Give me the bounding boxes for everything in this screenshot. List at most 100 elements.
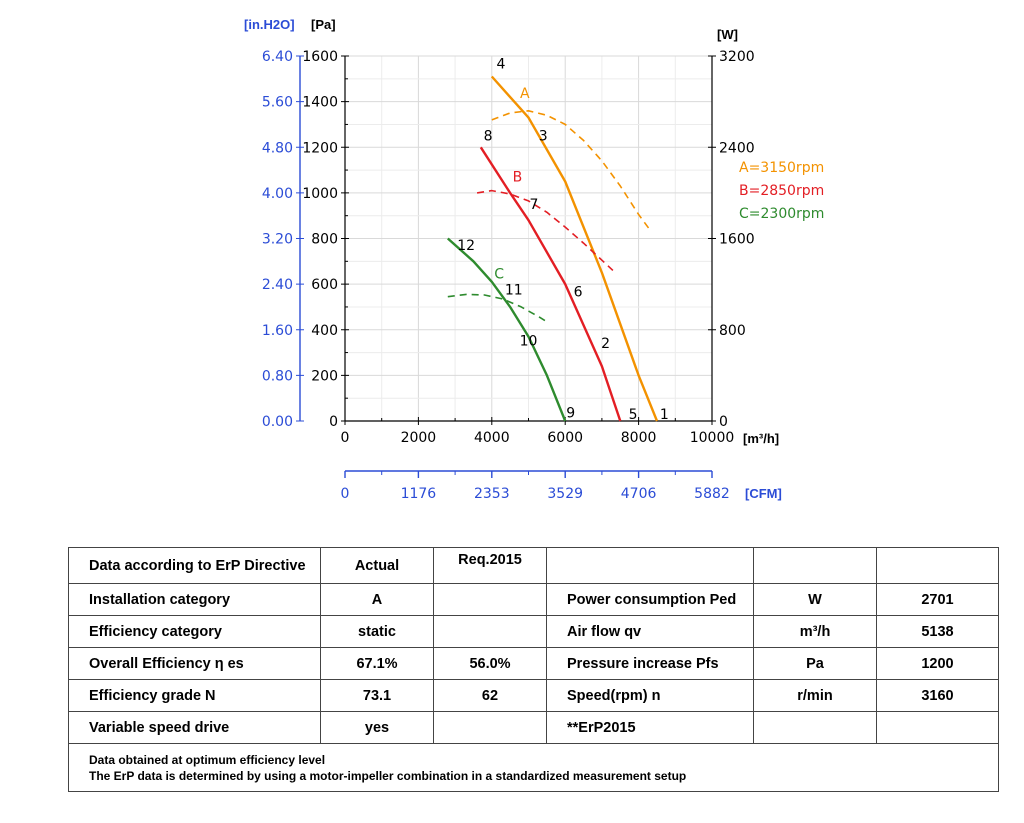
x-tick-label: 4000 — [474, 430, 510, 446]
table-cell: r/min — [753, 679, 877, 712]
table-row: Installation category A Power consumptio… — [68, 583, 999, 616]
point-label: 5 — [629, 407, 638, 423]
pa-tick-label: 0 — [329, 414, 338, 430]
inh2o-tick-label: 6.40 — [262, 49, 293, 65]
inh2o-tick-label: 1.60 — [262, 323, 293, 339]
pa-tick-label: 800 — [311, 232, 338, 248]
table-cell: 2701 — [876, 583, 999, 616]
table-cell: 3160 — [876, 679, 999, 712]
table-cell: 67.1% — [320, 647, 434, 680]
pa-tick-label: 1400 — [302, 95, 338, 111]
table-cell: Pa — [753, 647, 877, 680]
cfm-tick-label: 4706 — [621, 486, 657, 502]
cfm-tick-label: 5882 — [694, 486, 730, 502]
table-cell: Overall Efficiency η es — [68, 647, 321, 680]
curve-letter-label: C — [494, 266, 504, 282]
table-cell: Pressure increase Pfs — [546, 647, 754, 680]
x-tick-label: 8000 — [621, 430, 657, 446]
table-cell — [546, 547, 754, 584]
chart-legend: A=3150rpm B=2850rpm C=2300rpm — [739, 160, 824, 222]
table-header-row: Data according to ErP Directive Actual R… — [68, 547, 999, 584]
pa-tick-label: 1600 — [302, 49, 338, 65]
table-cell — [433, 615, 547, 648]
inh2o-tick-label: 0.80 — [262, 368, 293, 384]
table-cell — [876, 547, 999, 584]
table-cell: Req.2015 — [433, 547, 547, 584]
table-cell: Air flow qv — [546, 615, 754, 648]
table-cell — [753, 711, 877, 744]
table-cell — [753, 547, 877, 584]
table-cell: static — [320, 615, 434, 648]
w-tick-label: 3200 — [719, 49, 755, 65]
point-label: 6 — [574, 285, 583, 301]
table-cell: yes — [320, 711, 434, 744]
pa-axis-label: [Pa] — [311, 17, 336, 32]
table-row: Efficiency grade N 73.1 62 Speed(rpm) n … — [68, 679, 999, 712]
table-cell: 1200 — [876, 647, 999, 680]
table-cell: Speed(rpm) n — [546, 679, 754, 712]
chart-axes: 020040060080010001200140016000.000.801.6… — [244, 17, 782, 502]
x-tick-label: 0 — [341, 430, 350, 446]
table-row: Variable speed drive yes **ErP2015 — [68, 711, 999, 744]
table-cell: 56.0% — [433, 647, 547, 680]
table-cell: 73.1 — [320, 679, 434, 712]
series-b-pressure-line — [479, 146, 622, 422]
point-label: 2 — [601, 336, 610, 352]
inh2o-tick-label: 4.80 — [262, 140, 293, 156]
table-row: Efficiency category static Air flow qv m… — [68, 615, 999, 648]
inh2o-tick-label: 3.20 — [262, 232, 293, 248]
series-c-power-line — [447, 293, 548, 323]
legend-entry: C=2300rpm — [739, 206, 824, 222]
pa-tick-label: 200 — [311, 368, 338, 384]
cfm-tick-label: 2353 — [474, 486, 510, 502]
point-label: 12 — [457, 238, 475, 254]
table-cell: Actual — [320, 547, 434, 584]
cfm-tick-label: 0 — [341, 486, 350, 502]
series-b-power-line — [476, 189, 614, 271]
table-cell: 5138 — [876, 615, 999, 648]
w-axis-label: [W] — [717, 27, 738, 42]
table-cell — [433, 711, 547, 744]
chart-series — [447, 75, 659, 422]
x-tick-label: 10000 — [690, 430, 735, 446]
note-line: Data obtained at optimum efficiency leve… — [89, 752, 326, 767]
x-tick-label: 6000 — [547, 430, 583, 446]
inh2o-tick-label: 0.00 — [262, 414, 293, 430]
inh2o-tick-label: 2.40 — [262, 277, 293, 293]
point-label: 8 — [484, 128, 493, 144]
point-label: 10 — [520, 334, 538, 350]
w-tick-label: 800 — [719, 323, 746, 339]
point-label: 1 — [660, 407, 669, 423]
table-cell: Variable speed drive — [68, 711, 321, 744]
point-label: 7 — [530, 197, 539, 213]
table-cell: **ErP2015 — [546, 711, 754, 744]
table-notes: Data obtained at optimum efficiency leve… — [68, 743, 999, 792]
legend-entry: A=3150rpm — [739, 160, 824, 176]
series-a-pressure-line — [490, 75, 659, 422]
x-axis-unit-label: [m³/h] — [743, 431, 779, 446]
pa-tick-label: 400 — [311, 323, 338, 339]
point-label: 3 — [539, 128, 548, 144]
legend-entry: B=2850rpm — [739, 183, 824, 199]
table-notes-row: Data obtained at optimum efficiency leve… — [68, 743, 999, 792]
erp-data-table: Data according to ErP Directive Actual R… — [68, 547, 999, 792]
table-cell — [876, 711, 999, 744]
table-cell: A — [320, 583, 434, 616]
table-cell: Data according to ErP Directive — [68, 547, 321, 584]
note-line: The ErP data is determined by using a mo… — [89, 768, 687, 783]
table-cell: 62 — [433, 679, 547, 712]
table-cell: Installation category — [68, 583, 321, 616]
fan-performance-chart: 020040060080010001200140016000.000.801.6… — [244, 17, 824, 502]
series-c-pressure-line — [447, 237, 567, 422]
curve-letter-label: A — [520, 86, 530, 102]
cfm-axis-label: [CFM] — [745, 486, 782, 501]
curve-letter-label: B — [513, 169, 523, 185]
inh2o-axis-label: [in.H2O] — [244, 17, 295, 32]
table-cell: Power consumption Ped — [546, 583, 754, 616]
w-tick-label: 2400 — [719, 140, 755, 156]
cfm-tick-label: 3529 — [547, 486, 583, 502]
pa-tick-label: 1200 — [302, 140, 338, 156]
w-tick-label: 1600 — [719, 232, 755, 248]
inh2o-tick-label: 4.00 — [262, 186, 293, 202]
